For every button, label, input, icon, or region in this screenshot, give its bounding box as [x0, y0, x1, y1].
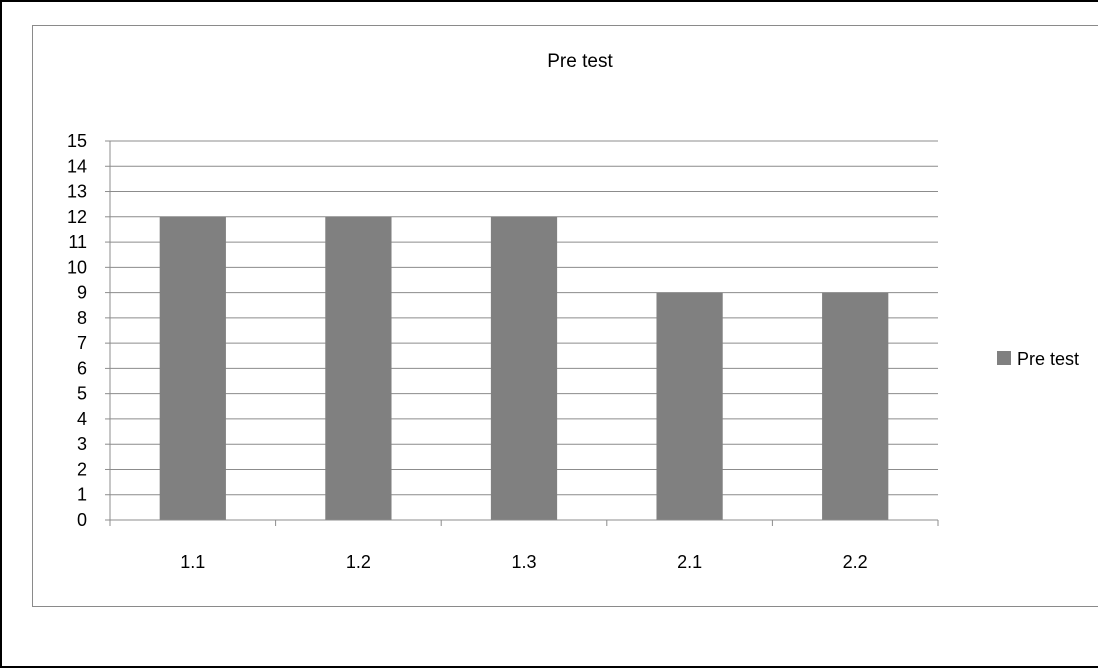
y-tick-label: 13	[67, 182, 87, 202]
x-axis: 1.1 1.2 1.3 2.1 2.2	[109, 141, 939, 572]
bars	[159, 216, 889, 521]
bar-2-2	[822, 292, 889, 520]
chart-title: Pre test	[547, 51, 613, 72]
y-tick-label: 14	[67, 156, 87, 176]
y-tick-label: 7	[77, 333, 87, 353]
y-tick-label: 1	[77, 485, 87, 505]
y-tick-label: 5	[77, 384, 87, 404]
x-tick-label: 2.1	[677, 552, 702, 572]
legend-swatch	[997, 351, 1011, 365]
bar-1-2	[325, 216, 392, 521]
y-tick-label: 10	[67, 257, 87, 277]
legend: Pre test	[997, 349, 1079, 369]
bar-2-1	[656, 292, 723, 520]
y-tick-label: 3	[77, 434, 87, 454]
bar-1-1	[159, 216, 226, 521]
x-tick-label: 1.2	[346, 552, 371, 572]
x-tick-label: 1.1	[180, 552, 205, 572]
y-tick-label: 9	[77, 283, 87, 303]
y-tick-label: 12	[67, 207, 87, 227]
y-tick-label: 4	[77, 409, 87, 429]
bar-1-3	[490, 216, 558, 521]
x-tick-label: 1.3	[511, 552, 536, 572]
y-tick-label: 11	[68, 232, 87, 252]
y-tick-label: 0	[77, 510, 87, 530]
legend-label-pre-test: Pre test	[1017, 349, 1079, 369]
x-tick-label: 2.2	[843, 552, 868, 572]
y-tick-label: 8	[77, 308, 87, 328]
y-tick-label: 2	[77, 459, 87, 479]
y-tick-label: 6	[77, 358, 87, 378]
y-tick-label: 15	[67, 131, 87, 151]
